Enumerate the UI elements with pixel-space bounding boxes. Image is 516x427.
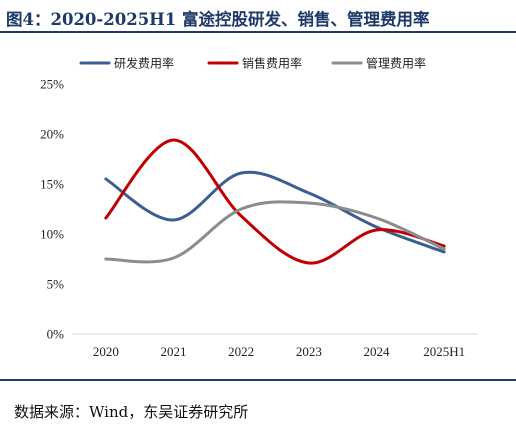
bottom-rule bbox=[0, 379, 516, 381]
series-lines bbox=[104, 138, 446, 265]
line-chart: 研发费用率 销售费用率 管理费用率 0%5%10%15%20%25% 2020 202… bbox=[40, 56, 478, 359]
y-tick-label: 0% bbox=[47, 327, 65, 342]
legend-label: 研发费用率 bbox=[114, 56, 174, 71]
series-line-3 bbox=[104, 200, 446, 264]
y-tick-label: 25% bbox=[40, 77, 64, 92]
y-tick-label: 5% bbox=[47, 277, 65, 292]
y-axis: 0% 5% 10% 15% 20% 25% bbox=[40, 77, 64, 342]
x-tick-label: 2025H1 bbox=[423, 344, 465, 359]
series-line-1 bbox=[104, 170, 446, 254]
legend: 研发费用率 销售费用率 管理费用率 bbox=[79, 56, 426, 71]
figure-title: 图4：2020-2025H1 富途控股研发、销售、管理费用率 bbox=[6, 10, 430, 29]
x-tick-label: 2022 bbox=[228, 344, 254, 359]
legend-label: 管理费用率 bbox=[366, 56, 426, 71]
x-tick-label: 2021 bbox=[161, 344, 187, 359]
source-note: 数据来源：Wind，东吴证券研究所 bbox=[14, 403, 249, 421]
y-tick-label: 20% bbox=[40, 127, 64, 142]
x-axis: 2020 2021 2022 2023 2024 2025H1 bbox=[72, 333, 478, 359]
title-underline bbox=[0, 31, 516, 33]
x-tick-label: 2020 bbox=[93, 344, 119, 359]
series-line-2 bbox=[104, 138, 446, 265]
x-tick-label: 2024 bbox=[364, 344, 391, 359]
y-tick-label: 15% bbox=[40, 177, 64, 192]
x-tick-label: 2023 bbox=[296, 344, 322, 359]
legend-label: 销售费用率 bbox=[242, 56, 302, 71]
y-tick-label: 10% bbox=[40, 227, 64, 242]
